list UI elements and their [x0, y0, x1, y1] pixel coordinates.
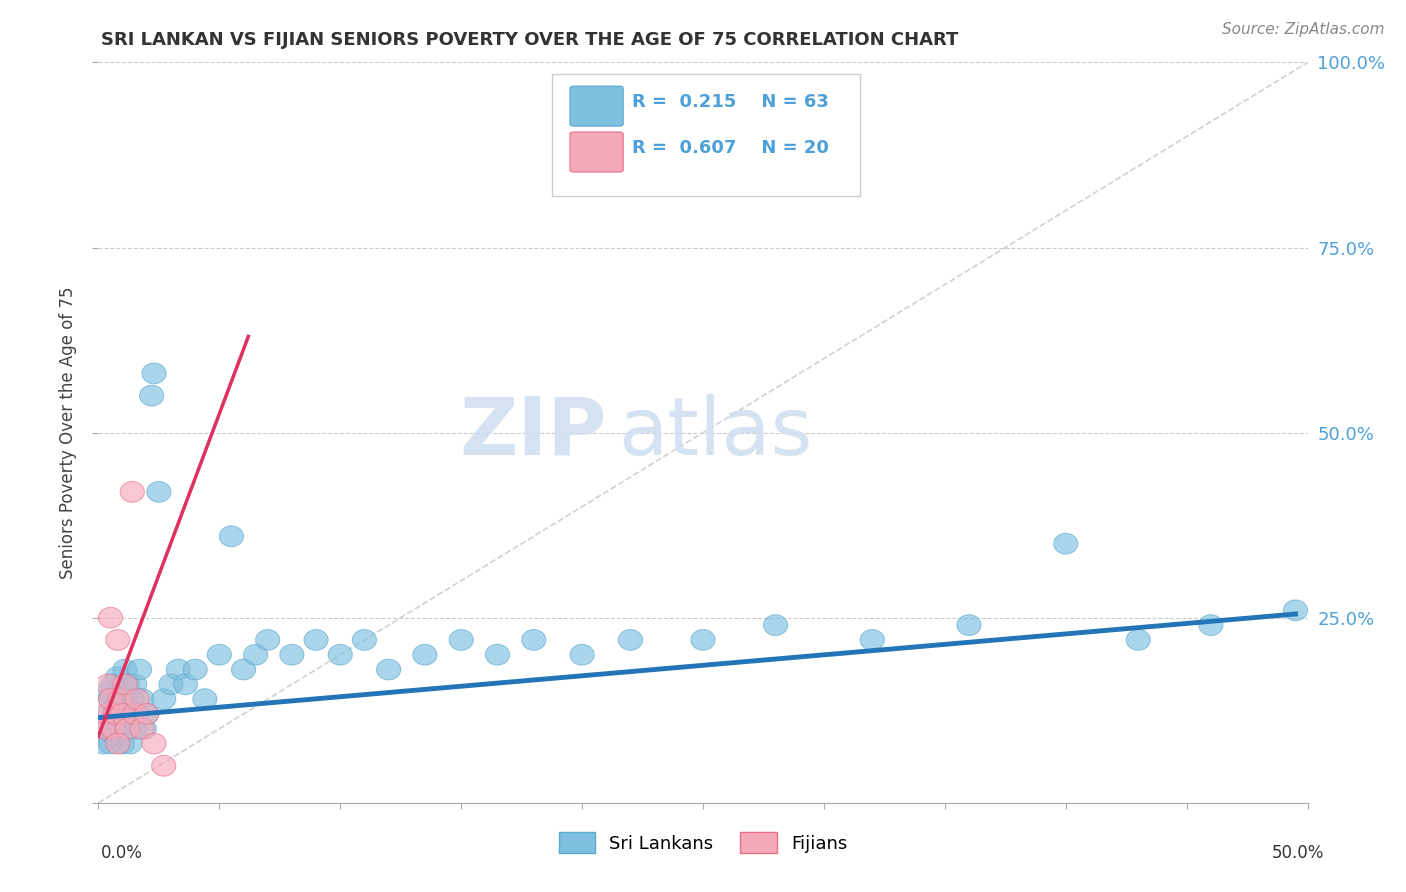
Ellipse shape	[690, 630, 716, 650]
Ellipse shape	[112, 689, 138, 709]
Ellipse shape	[96, 681, 120, 702]
Ellipse shape	[94, 704, 118, 724]
Ellipse shape	[96, 674, 120, 695]
Ellipse shape	[125, 704, 149, 724]
Ellipse shape	[142, 733, 166, 754]
Y-axis label: Seniors Poverty Over the Age of 75: Seniors Poverty Over the Age of 75	[59, 286, 77, 579]
Text: atlas: atlas	[619, 393, 813, 472]
Text: SRI LANKAN VS FIJIAN SENIORS POVERTY OVER THE AGE OF 75 CORRELATION CHART: SRI LANKAN VS FIJIAN SENIORS POVERTY OVE…	[101, 31, 959, 49]
Ellipse shape	[1126, 630, 1150, 650]
Ellipse shape	[105, 711, 129, 731]
Ellipse shape	[193, 689, 217, 709]
Ellipse shape	[152, 689, 176, 709]
Ellipse shape	[449, 630, 474, 650]
Ellipse shape	[173, 674, 198, 695]
Ellipse shape	[108, 681, 132, 702]
Ellipse shape	[112, 659, 138, 680]
Ellipse shape	[118, 733, 142, 754]
Ellipse shape	[485, 644, 509, 665]
Ellipse shape	[304, 630, 328, 650]
Ellipse shape	[166, 659, 190, 680]
Ellipse shape	[219, 526, 243, 547]
Ellipse shape	[142, 363, 166, 384]
Ellipse shape	[139, 385, 163, 406]
Ellipse shape	[96, 704, 120, 724]
Ellipse shape	[120, 689, 145, 709]
Ellipse shape	[103, 704, 128, 724]
Ellipse shape	[98, 607, 122, 628]
Ellipse shape	[91, 733, 115, 754]
Ellipse shape	[413, 644, 437, 665]
Ellipse shape	[135, 704, 159, 724]
Ellipse shape	[128, 659, 152, 680]
Ellipse shape	[101, 674, 125, 695]
Ellipse shape	[152, 756, 176, 776]
Text: 0.0%: 0.0%	[101, 844, 143, 862]
Ellipse shape	[112, 674, 138, 695]
Ellipse shape	[135, 704, 159, 724]
Ellipse shape	[522, 630, 546, 650]
Ellipse shape	[98, 733, 122, 754]
Ellipse shape	[280, 644, 304, 665]
Ellipse shape	[146, 482, 172, 502]
Ellipse shape	[122, 718, 146, 739]
Ellipse shape	[232, 659, 256, 680]
Ellipse shape	[569, 644, 595, 665]
Ellipse shape	[129, 689, 155, 709]
Ellipse shape	[98, 689, 122, 709]
Ellipse shape	[132, 718, 156, 739]
Ellipse shape	[1199, 615, 1223, 635]
Ellipse shape	[115, 718, 139, 739]
Ellipse shape	[118, 704, 142, 724]
Ellipse shape	[860, 630, 884, 650]
Ellipse shape	[207, 644, 232, 665]
Ellipse shape	[91, 718, 115, 739]
Ellipse shape	[103, 726, 128, 747]
Ellipse shape	[111, 733, 135, 754]
Legend: Sri Lankans, Fijians: Sri Lankans, Fijians	[551, 825, 855, 861]
Ellipse shape	[108, 689, 132, 709]
Ellipse shape	[101, 718, 125, 739]
FancyBboxPatch shape	[569, 87, 623, 126]
Text: Source: ZipAtlas.com: Source: ZipAtlas.com	[1222, 22, 1385, 37]
FancyBboxPatch shape	[551, 73, 860, 195]
Ellipse shape	[377, 659, 401, 680]
Ellipse shape	[94, 718, 118, 739]
Ellipse shape	[111, 704, 135, 724]
Ellipse shape	[183, 659, 207, 680]
Ellipse shape	[122, 704, 146, 724]
Ellipse shape	[619, 630, 643, 650]
Ellipse shape	[159, 674, 183, 695]
Ellipse shape	[957, 615, 981, 635]
Ellipse shape	[111, 704, 135, 724]
Text: 50.0%: 50.0%	[1272, 844, 1324, 862]
Ellipse shape	[105, 666, 129, 688]
Ellipse shape	[105, 733, 129, 754]
Ellipse shape	[353, 630, 377, 650]
Ellipse shape	[103, 696, 128, 717]
Ellipse shape	[256, 630, 280, 650]
Ellipse shape	[243, 644, 267, 665]
Text: R =  0.215    N = 63: R = 0.215 N = 63	[631, 93, 828, 111]
Ellipse shape	[1284, 600, 1308, 621]
Ellipse shape	[120, 482, 145, 502]
Text: ZIP: ZIP	[458, 393, 606, 472]
Ellipse shape	[115, 718, 139, 739]
Ellipse shape	[129, 718, 155, 739]
Ellipse shape	[115, 674, 139, 695]
FancyBboxPatch shape	[569, 132, 623, 172]
Ellipse shape	[98, 689, 122, 709]
Ellipse shape	[328, 644, 353, 665]
Ellipse shape	[125, 689, 149, 709]
Ellipse shape	[108, 718, 132, 739]
Text: R =  0.607    N = 20: R = 0.607 N = 20	[631, 138, 828, 157]
Ellipse shape	[105, 630, 129, 650]
Ellipse shape	[1053, 533, 1078, 554]
Ellipse shape	[101, 718, 125, 739]
Ellipse shape	[763, 615, 787, 635]
Ellipse shape	[122, 674, 146, 695]
